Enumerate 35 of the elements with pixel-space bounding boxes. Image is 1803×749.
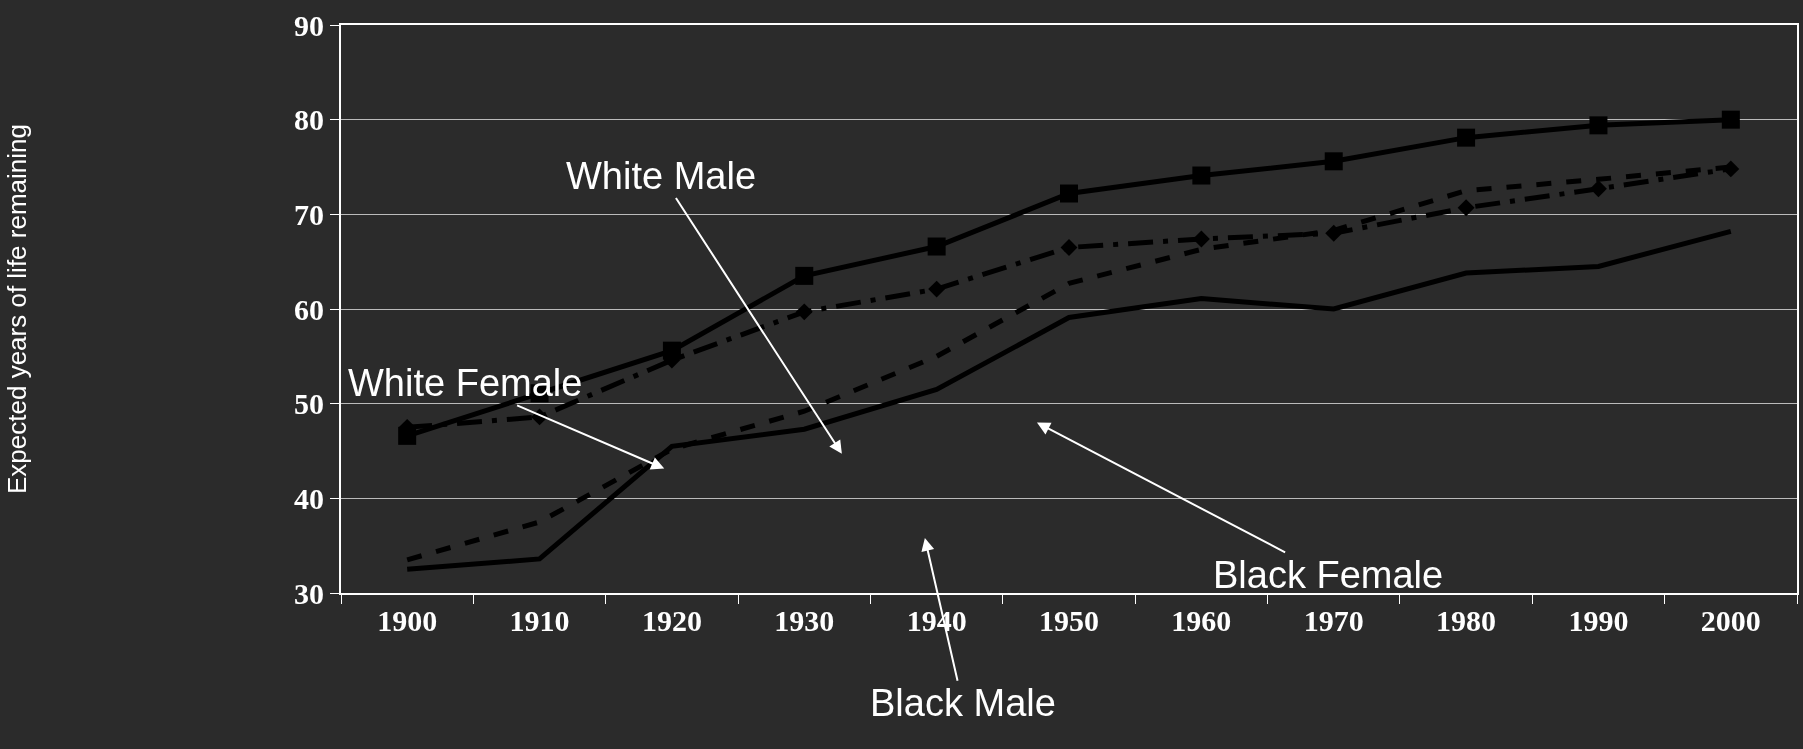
- point: [1589, 116, 1608, 135]
- point: [795, 303, 813, 321]
- annotation: White Female: [348, 362, 583, 404]
- y-tick-label: 80: [294, 103, 324, 137]
- text: Black Male: [870, 682, 1056, 724]
- annotation: Black Female: [1213, 554, 1444, 596]
- point: [1721, 110, 1740, 129]
- y-tick-label: 40: [294, 481, 324, 515]
- y-tick-label: 50: [294, 387, 324, 421]
- x-tick-label: 1980: [1436, 604, 1497, 637]
- point: [1192, 166, 1211, 185]
- x-tick-label: 1950: [1039, 604, 1099, 637]
- point: [1324, 152, 1343, 171]
- point: [1590, 180, 1607, 198]
- x-tick-label: 1930: [774, 604, 835, 637]
- annotation: White Male: [566, 155, 757, 197]
- x-tick-label: 1920: [641, 604, 702, 637]
- point: [1060, 184, 1078, 203]
- x-tick-label: 1960: [1171, 604, 1232, 637]
- point: [1457, 199, 1475, 217]
- text: Expected years of life remaining: [2, 124, 32, 494]
- point: [1457, 128, 1476, 147]
- y-tick-label: 60: [294, 292, 324, 326]
- x-tick-label: 2000: [1700, 604, 1761, 637]
- x-tick-label: 1990: [1568, 604, 1629, 637]
- y-tick-label: 70: [294, 197, 324, 231]
- point: [1060, 239, 1078, 256]
- x-tick-label: 1900: [377, 604, 438, 637]
- y-tick-label: 30: [294, 576, 324, 610]
- x-tick-label: 1970: [1303, 604, 1364, 637]
- point: [927, 237, 946, 256]
- point: [928, 280, 946, 298]
- y-tick-label: 90: [294, 8, 324, 42]
- x-tick-label: 1910: [509, 604, 570, 637]
- point: [795, 266, 814, 285]
